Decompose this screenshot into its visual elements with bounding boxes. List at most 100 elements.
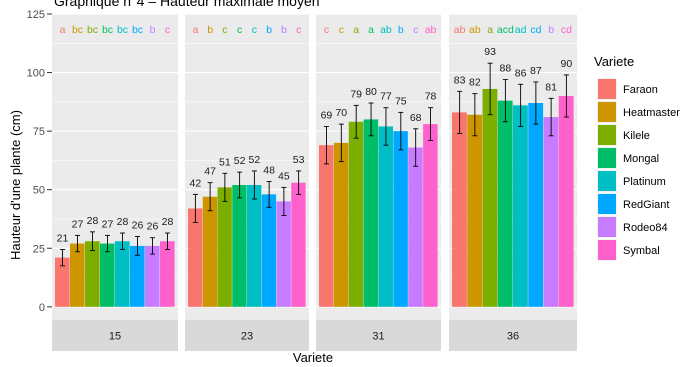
significance-letter: ab bbox=[469, 24, 481, 36]
data-label: 78 bbox=[425, 91, 437, 103]
bar-kilele-15 bbox=[85, 241, 100, 307]
error-bar bbox=[105, 234, 110, 253]
y-tick-label: 75 bbox=[33, 126, 45, 138]
legend-key-mongal bbox=[598, 148, 616, 168]
bar-mongal-36 bbox=[497, 100, 513, 307]
bar-mongal-23 bbox=[232, 185, 247, 307]
data-label: 28 bbox=[87, 215, 99, 227]
significance-letter: acd bbox=[497, 24, 514, 36]
significance-letter: bc bbox=[132, 24, 143, 36]
legend-key-redgiant bbox=[598, 194, 616, 214]
significance-letter: c bbox=[252, 24, 257, 36]
significance-letter: c bbox=[413, 24, 418, 36]
significance-letter: ab bbox=[454, 24, 466, 36]
legend-label-platinum: Platinum bbox=[623, 176, 666, 188]
bar-faraon-23 bbox=[188, 208, 203, 307]
bar-faraon-15 bbox=[55, 257, 70, 307]
error-bar bbox=[472, 93, 478, 137]
bar-faraon-31 bbox=[319, 145, 334, 307]
bar-redgiant-36 bbox=[528, 103, 544, 307]
bar-symbal-36 bbox=[558, 95, 574, 307]
data-label: 28 bbox=[117, 216, 129, 228]
error-bar bbox=[281, 186, 287, 216]
error-bar bbox=[398, 111, 404, 151]
significance-letter: c bbox=[222, 24, 227, 36]
bar-faraon-36 bbox=[452, 112, 467, 307]
significance-letter: c bbox=[165, 24, 170, 36]
bar-rodeo84-31 bbox=[408, 147, 423, 307]
error-bar bbox=[428, 107, 434, 141]
bar-platinum-23 bbox=[247, 185, 262, 307]
legend-label-kilele: Kilele bbox=[623, 130, 650, 142]
bar-mongal-31 bbox=[363, 119, 379, 307]
x-axis-title: Variete bbox=[293, 350, 333, 365]
facet-strip bbox=[52, 320, 178, 351]
error-bar bbox=[533, 81, 539, 125]
error-bar bbox=[207, 182, 213, 212]
error-bar bbox=[457, 90, 463, 134]
data-label: 28 bbox=[162, 216, 174, 228]
significance-letter: b bbox=[281, 24, 287, 36]
error-bar bbox=[150, 237, 155, 255]
facet-strip bbox=[185, 320, 309, 351]
error-bar bbox=[120, 232, 125, 250]
error-bar bbox=[413, 128, 419, 167]
data-label: 86 bbox=[515, 67, 527, 79]
y-axis-title: Hauteur d'une plante (cm) bbox=[8, 110, 23, 260]
data-label: 47 bbox=[204, 166, 216, 178]
data-label: 68 bbox=[410, 112, 422, 124]
bar-symbal-15 bbox=[160, 241, 175, 307]
error-bar bbox=[548, 97, 554, 137]
error-bar bbox=[338, 123, 344, 163]
error-bar bbox=[383, 107, 389, 146]
data-label: 27 bbox=[72, 218, 84, 230]
chart-title: Graphique n°4 – Hauteur maximale moyen bbox=[54, 0, 320, 9]
bar-symbal-31 bbox=[423, 124, 438, 307]
significance-letter: c bbox=[324, 24, 329, 36]
bar-platinum-15 bbox=[115, 241, 130, 307]
legend: Variete Faraon Heatmaster Kilele Mongal Plat… bbox=[594, 54, 680, 261]
significance-letter: bc bbox=[102, 24, 113, 36]
bar-heatmaster-23 bbox=[202, 196, 218, 307]
error-bar bbox=[368, 102, 374, 137]
significance-letter: b bbox=[207, 24, 213, 36]
bar-kilele-36 bbox=[482, 88, 498, 307]
significance-letter: b bbox=[266, 24, 272, 36]
data-label: 26 bbox=[132, 220, 144, 232]
legend-label-faraon: Faraon bbox=[623, 84, 658, 96]
significance-letter: c bbox=[339, 24, 344, 36]
error-bar bbox=[90, 231, 95, 252]
error-bar bbox=[165, 232, 170, 250]
significance-letter: c bbox=[237, 24, 242, 36]
significance-letter: a bbox=[60, 24, 66, 36]
facet-panel-23: 23 42 a 47 b 51 c 52 c 52 c 48 b 45 b 53 c bbox=[185, 13, 309, 351]
facet-strip-label: 31 bbox=[372, 331, 384, 343]
data-label: 48 bbox=[263, 164, 275, 176]
data-label: 83 bbox=[454, 74, 466, 86]
data-label: 82 bbox=[469, 77, 481, 89]
bar-rodeo84-15 bbox=[145, 245, 160, 307]
y-tick-label: 25 bbox=[33, 243, 45, 255]
data-label: 52 bbox=[249, 154, 261, 166]
error-bar bbox=[563, 74, 569, 118]
bar-heatmaster-31 bbox=[333, 142, 349, 307]
data-label: 51 bbox=[219, 156, 231, 168]
data-label: 77 bbox=[380, 91, 392, 103]
error-bar bbox=[192, 193, 198, 223]
data-label: 79 bbox=[350, 88, 362, 100]
bar-rodeo84-36 bbox=[543, 117, 559, 307]
legend-label-rodeo84: Rodeo84 bbox=[623, 222, 668, 234]
significance-letter: cd bbox=[561, 24, 572, 36]
y-tick-label: 0 bbox=[39, 302, 45, 314]
error-bar bbox=[251, 170, 257, 200]
bar-kilele-23 bbox=[217, 187, 232, 307]
significance-letter: a bbox=[353, 24, 359, 36]
legend-key-faraon bbox=[598, 79, 616, 99]
significance-letter: ad bbox=[515, 24, 527, 36]
legend-title: Variete bbox=[594, 54, 634, 69]
facet-strip-label: 15 bbox=[109, 331, 121, 343]
data-label: 80 bbox=[365, 86, 377, 98]
facet-strip-label: 36 bbox=[507, 331, 519, 343]
legend-label-symbal: Symbal bbox=[623, 245, 660, 257]
